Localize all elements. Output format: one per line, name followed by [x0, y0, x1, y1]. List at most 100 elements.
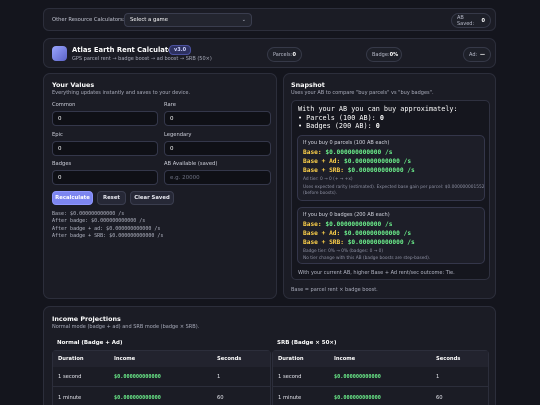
snapshot-title: Snapshot: [291, 81, 325, 89]
parcels-base-line: Base: $0.000000000000 /s: [303, 149, 393, 156]
parcels-value: 0: [292, 51, 296, 58]
row-duration: 1 second: [58, 374, 82, 380]
row-seconds: 1: [436, 374, 440, 380]
app-subtitle: GPS parcel rent → badge boost → ad boost…: [72, 56, 212, 62]
summary-line: After badge + SRB: $0.000000000000 /s: [52, 232, 164, 239]
parcels-note: Uses expected rarity (estimated). Expect…: [303, 185, 485, 190]
chevron-down-icon: ⌄: [241, 17, 246, 23]
summary-line: After badge: $0.000000000000 /s: [52, 218, 146, 225]
badges-option-box: If you buy 0 badges (200 AB each) Base: …: [297, 207, 485, 264]
summary-line: After badge + ad: $0.000000000000 /s: [52, 225, 161, 232]
snapshot-subtitle: Uses your AB to compare "buy parcels" vs…: [291, 90, 434, 96]
values-panel: Your Values Everything updates instantly…: [43, 73, 277, 299]
normal-col-duration: Duration: [58, 356, 84, 362]
normal-col-income: Income: [114, 356, 136, 362]
row-income: $0.000000000000: [334, 374, 381, 380]
parcels-option-box: If you buy 0 parcels (100 AB each) Base:…: [297, 135, 485, 201]
row-seconds: 60: [217, 394, 224, 401]
table-row: 1 minute $0.000000000000 60: [53, 388, 270, 405]
app-logo-icon: [52, 46, 67, 61]
projections-panel: Income Projections Normal mode (badge + …: [43, 306, 496, 405]
table-row: 1 second $0.000000000000 1: [273, 368, 488, 387]
ad-value: —: [480, 51, 485, 58]
row-seconds: 1: [217, 374, 221, 380]
values-subtitle: Everything updates instantly and saves t…: [52, 90, 191, 96]
ab-available-input[interactable]: e.g. 20000: [164, 170, 271, 185]
ad-label: Ad:: [469, 51, 478, 58]
projections-title: Income Projections: [52, 315, 121, 323]
top-bar: Other Resource Calculators: Select a gam…: [43, 8, 496, 31]
srb-col-duration: Duration: [278, 356, 304, 362]
common-label: Common: [52, 102, 76, 108]
srb-col-seconds: Seconds: [436, 356, 461, 362]
game-select[interactable]: Select a game ⌄: [124, 13, 252, 27]
summary-line: Base: $0.000000000000 /s: [52, 211, 125, 217]
parcels-count: 0: [379, 113, 384, 122]
snapshot-box: With your AB you can buy approximately: …: [291, 100, 490, 280]
normal-table-title: Normal (Badge + Ad): [57, 340, 123, 346]
legendary-label: Legendary: [164, 132, 192, 138]
app-title: Atlas Earth Rent Calculator: [72, 46, 177, 54]
recalculate-button[interactable]: Recalculate: [52, 191, 93, 205]
summary-output: Base: $0.000000000000 /s After badge: $0…: [52, 211, 163, 240]
badges-tier: Badge tier: 0% → 0% (badges: 0 → 0): [303, 249, 384, 254]
snapshot-footnote: Base = parcel rent × badge boost.: [291, 287, 378, 293]
version-badge: v3.0: [169, 45, 192, 55]
rare-input[interactable]: 0: [164, 111, 271, 126]
badges-base-line: Base: $0.000000000000 /s: [303, 221, 393, 228]
badge-label: Badge:: [372, 51, 390, 58]
parcels-option-head: If you buy 0 parcels (100 AB each): [303, 140, 390, 146]
row-duration: 1 minute: [278, 394, 302, 401]
normal-table: Duration Income Seconds 1 second $0.0000…: [52, 350, 271, 405]
badges-input[interactable]: 0: [52, 170, 158, 185]
row-income: $0.000000000000: [334, 394, 381, 401]
snapshot-summary: With your AB you can buy approximately: …: [298, 105, 458, 131]
parcels-badge: Parcels: 0: [267, 47, 302, 62]
parcels-srb-line: Base + SRB: $0.000000000000 /s: [303, 167, 415, 174]
parcels-tier: Ad tier: 0 → 0 (+ → +x): [303, 177, 353, 182]
legendary-input[interactable]: 0: [164, 141, 271, 156]
row-seconds: 60: [436, 394, 443, 401]
srb-table-header: Duration Income Seconds: [273, 351, 488, 367]
game-select-value: Select a game: [130, 17, 168, 23]
values-title: Your Values: [52, 81, 95, 89]
rare-label: Rare: [164, 102, 176, 108]
srb-table: Duration Income Seconds 1 second $0.0000…: [272, 350, 489, 405]
parcels-option-values: Base: $0.000000000000 /s Base + Ad: $0.0…: [303, 148, 415, 175]
row-income: $0.000000000000: [114, 374, 161, 380]
parcels-label: Parcels:: [273, 51, 293, 58]
ab-saved-badge: AB Saved: 0: [451, 13, 491, 28]
badges-label: Badges: [52, 161, 72, 167]
normal-col-seconds: Seconds: [217, 356, 242, 362]
row-duration: 1 minute: [58, 394, 82, 401]
badges-option-head: If you buy 0 badges (200 AB each): [303, 212, 390, 218]
parcels-ad-line: Base + Ad: $0.000000000000 /s: [303, 158, 412, 165]
badges-srb-line: Base + SRB: $0.000000000000 /s: [303, 239, 415, 246]
badges-line: • Badges (200 AB): 0: [298, 122, 380, 131]
badge-badge: Badge: 0%: [366, 47, 402, 62]
snapshot-outcome: With your current AB, higher Base + Ad r…: [298, 270, 455, 276]
table-row: 1 second $0.000000000000 1: [53, 368, 270, 387]
common-input[interactable]: 0: [52, 111, 158, 126]
parcels-note-2: (before boosts).: [303, 191, 338, 196]
ab-saved-value: 0: [481, 17, 485, 24]
snapshot-panel: Snapshot Uses your AB to compare "buy pa…: [283, 73, 496, 299]
badges-count: 0: [375, 122, 380, 131]
clear-saved-button[interactable]: Clear Saved: [130, 191, 174, 205]
normal-table-header: Duration Income Seconds: [53, 351, 270, 367]
app-header: Atlas Earth Rent Calculator v3.0 GPS par…: [43, 38, 496, 68]
srb-table-title: SRB (Badge × 50×): [277, 340, 337, 346]
reset-button[interactable]: Reset: [97, 191, 126, 205]
table-row: 1 minute $0.000000000000 60: [273, 388, 488, 405]
badge-value: 0%: [389, 51, 399, 58]
snapshot-head: With your AB you can buy approximately:: [298, 105, 458, 113]
epic-input[interactable]: 0: [52, 141, 158, 156]
row-income: $0.000000000000: [114, 394, 161, 401]
epic-label: Epic: [52, 132, 63, 138]
ad-badge: Ad: —: [463, 47, 491, 62]
ab-saved-label: AB Saved:: [457, 14, 475, 27]
badges-option-values: Base: $0.000000000000 /s Base + Ad: $0.0…: [303, 220, 415, 247]
other-calculators-label: Other Resource Calculators:: [52, 17, 125, 23]
badges-ad-line: Base + Ad: $0.000000000000 /s: [303, 230, 412, 237]
badges-note: No tier change with this AB (badge boost…: [303, 256, 431, 261]
